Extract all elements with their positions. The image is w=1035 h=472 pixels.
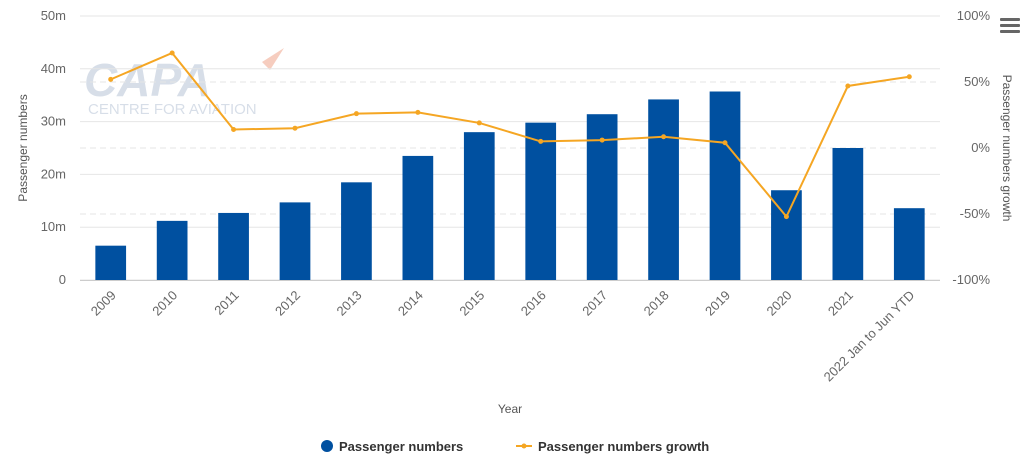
bar-2012[interactable] <box>279 202 311 280</box>
bar-2010[interactable] <box>156 220 188 280</box>
x-tick-label: 2018 <box>641 288 672 319</box>
x-tick-label: 2021 <box>825 288 856 319</box>
watermark-logo-text: CAPA <box>84 54 211 106</box>
y-tick-label: 0 <box>59 272 66 287</box>
growth-point-2021[interactable] <box>845 83 851 89</box>
legend-label: Passenger numbers growth <box>538 439 709 454</box>
line-series <box>108 50 912 220</box>
bar-2015[interactable] <box>463 132 495 280</box>
growth-line-path <box>110 51 910 219</box>
bar-2021[interactable] <box>832 148 864 280</box>
bar-2014[interactable] <box>402 155 434 280</box>
y-tick-label: 50m <box>41 8 66 23</box>
chart-menu-button[interactable] <box>1000 18 1020 36</box>
growth-point-2011[interactable] <box>231 127 237 133</box>
growth-point-2018[interactable] <box>661 134 667 140</box>
legend-item-passenger-numbers[interactable]: Passenger numbers <box>321 439 463 454</box>
watermark-swoosh-shape <box>262 48 284 70</box>
legend: Passenger numbers Passenger numbers grow… <box>321 439 709 454</box>
y2-tick-label: 50% <box>964 74 990 89</box>
y2-tick-label: 100% <box>957 8 991 23</box>
legend-item-passenger-numbers-growth[interactable]: Passenger numbers growth <box>516 439 709 454</box>
y2-tick-label: -100% <box>952 272 990 287</box>
growth-point-2022-jan-to-jun-ytd[interactable] <box>906 74 912 80</box>
legend-label: Passenger numbers <box>339 439 463 454</box>
x-tick-label: 2009 <box>88 288 119 319</box>
hamburger-menu-icon <box>1000 18 1020 21</box>
capa-watermark-logo: CAPA CENTRE FOR AVIATION <box>84 48 284 118</box>
growth-point-2019[interactable] <box>722 140 728 146</box>
x-tick-label: 2015 <box>456 288 487 319</box>
y-axis-title: Passenger numbers <box>16 94 30 201</box>
x-tick-label: 2016 <box>518 288 549 319</box>
y-tick-label: 40m <box>41 61 66 76</box>
growth-point-2017[interactable] <box>599 137 605 143</box>
growth-point-2015[interactable] <box>476 120 482 126</box>
bar-2019[interactable] <box>709 91 741 280</box>
y2-tick-label: 0% <box>971 140 990 155</box>
y2-axis-title: Passenger numbers growth <box>1000 75 1014 222</box>
watermark-tagline: CENTRE FOR AVIATION <box>88 101 257 118</box>
x-tick-label: 2010 <box>149 288 180 319</box>
y-tick-label: 30m <box>41 114 66 129</box>
x-tick-label: 2012 <box>272 288 303 319</box>
bar-series <box>95 91 925 280</box>
growth-point-2013[interactable] <box>353 111 359 117</box>
growth-point-2016[interactable] <box>538 138 544 144</box>
bar-2018[interactable] <box>648 99 679 280</box>
y2-tick-label: -50% <box>960 206 991 221</box>
x-tick-label: 2011 <box>211 288 241 318</box>
y-tick-label: 10m <box>41 219 66 234</box>
x-axis-title: Year <box>498 402 522 416</box>
x-tick-label: 2014 <box>395 288 426 319</box>
bar-2009[interactable] <box>95 245 127 280</box>
growth-point-2020[interactable] <box>783 214 789 220</box>
x-tick-label: 2017 <box>579 288 610 319</box>
legend-bar-marker <box>321 440 333 452</box>
growth-point-2014[interactable] <box>415 109 421 115</box>
legend-line-dot <box>521 443 527 449</box>
y-tick-label: 20m <box>41 166 66 181</box>
bar-2011[interactable] <box>218 212 249 280</box>
x-tick-label: 2013 <box>333 288 364 319</box>
growth-point-2012[interactable] <box>292 125 298 131</box>
growth-point-2010[interactable] <box>169 50 175 56</box>
x-tick-label: 2020 <box>763 288 794 319</box>
x-tick-label: 2019 <box>702 288 733 319</box>
bar-2016[interactable] <box>525 122 557 280</box>
growth-point-2009[interactable] <box>108 76 114 82</box>
bar-2022-jan-to-jun-ytd[interactable] <box>893 208 925 280</box>
bar-2013[interactable] <box>341 182 372 280</box>
